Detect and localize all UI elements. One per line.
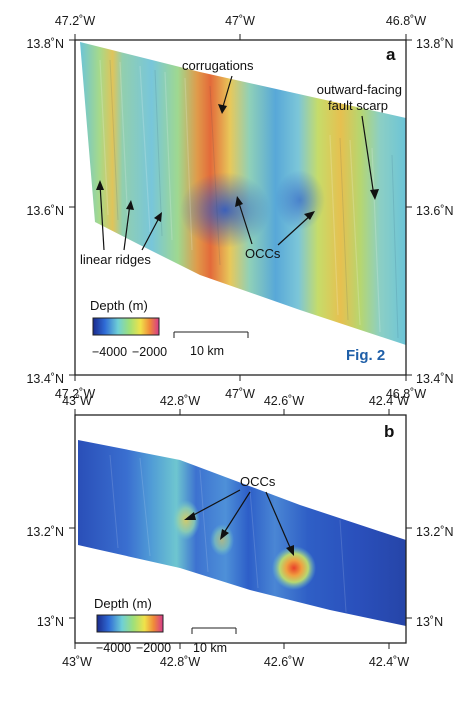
panel-b-lat-left-1: 13.2˚N [26,525,64,539]
panel-a-legend-min: −4000 [92,345,127,359]
panel-a-lon-bottom-2: 47˚W [225,387,255,401]
annotation-linear-ridges: linear ridges [80,252,151,267]
panel-a: 47.2˚W 47˚W 46.8˚W 47.2˚W 47˚W 46.8˚W 13… [26,14,453,401]
panel-b-legend-title: Depth (m) [94,596,152,611]
panel-b-bathymetry [78,440,406,626]
figure-label: Fig. 2 [346,347,385,364]
panel-b-lon-bottom-1: 43˚W [62,655,92,669]
panel-a-lat-left-2: 13.6˚N [26,204,64,218]
panel-a-colorbar [92,317,160,336]
annotation-fault-line1: outward-facing [317,82,402,97]
panel-a-lat-right-2: 13.6˚N [416,204,454,218]
panel-b-legend-max: −2000 [136,641,171,655]
panel-a-lon-bottom-1: 47.2˚W [55,387,95,401]
panel-b-letter: b [384,422,394,441]
panel-a-lat-right-3: 13.4˚N [416,372,454,386]
panel-a-deep-basin [180,172,270,248]
panel-b-lat-right-2: 13˚N [416,615,443,629]
panel-b-lon-bottom-3: 42.6˚W [264,655,304,669]
panel-b-swath [78,440,406,626]
panel-b-legend-min: −4000 [96,641,131,655]
panel-b-lon-top-1: 43˚W [62,394,92,408]
panel-b-lon-top-2: 42.8˚W [160,394,200,408]
panel-b-frame [74,414,407,644]
panel-a-legend-max: −2000 [132,345,167,359]
annotation-occs-a: OCCs [245,246,281,261]
panel-b-colorbar [96,614,164,633]
panel-b-scale-bar [191,627,237,634]
panel-b-lon-top-3: 42.6˚W [264,394,304,408]
panel-b-lon-top-4: 42.4˚W [369,394,409,408]
panel-a-letter: a [386,45,396,64]
panel-a-lon-top-2: 47˚W [225,14,255,28]
panel-a-lon-bottom-3: 46.8˚W [386,387,426,401]
panel-a-legend-title: Depth (m) [90,298,148,313]
panel-b-occ-hot [272,546,316,590]
panel-b-lat-left-2: 13˚N [37,615,64,629]
panel-a-scale-bar [173,331,249,338]
annotation-occs-b: OCCs [240,474,276,489]
panel-a-lat-left-3: 13.4˚N [26,372,64,386]
panel-b-lon-bottom-2: 42.8˚W [160,655,200,669]
panel-b-lat-right-1: 13.2˚N [416,525,454,539]
panel-a-scale-label: 10 km [190,344,224,358]
panel-b: 43˚W 42.8˚W 42.6˚W 42.4˚W 43˚W 42.8˚W 42… [26,394,453,669]
panel-b-lon-bottom-4: 42.4˚W [369,655,409,669]
panel-a-lon-top-1: 47.2˚W [55,14,95,28]
annotation-fault-line2: fault scarp [328,98,388,113]
panel-a-lon-top-3: 46.8˚W [386,14,426,28]
panel-a-lat-left-1: 13.8˚N [26,37,64,51]
annotation-corrugations: corrugations [182,58,254,73]
panel-a-lat-right-1: 13.8˚N [416,37,454,51]
panel-b-scale-label: 10 km [193,641,227,655]
